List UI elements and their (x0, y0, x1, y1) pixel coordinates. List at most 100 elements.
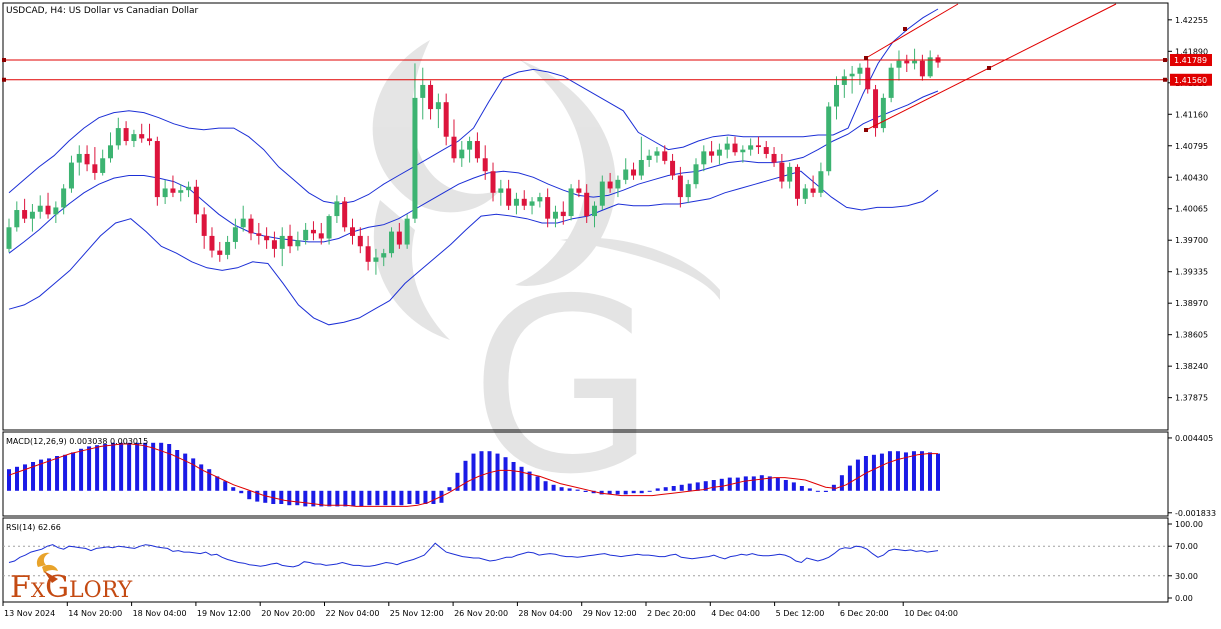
candle-bearish (677, 175, 683, 198)
candle-bearish (217, 250, 223, 255)
candle-bearish (139, 134, 145, 139)
price-tick-label: 1.38240 (1175, 362, 1208, 371)
macd-tick-label: -0.001833 (1175, 509, 1216, 518)
rsi-indicator: 100.00 70.00 30.00 0.00 (3, 520, 1203, 603)
macd-histogram-bar (431, 490, 436, 504)
rsi-tick-label: 30.00 (1175, 572, 1198, 581)
candle-bearish (428, 84, 434, 110)
price-tick-label: 1.41890 (1175, 47, 1208, 56)
macd-histogram-bar (7, 469, 11, 491)
candle-bearish (45, 205, 51, 215)
candle-bearish (865, 67, 871, 90)
macd-histogram-bar (351, 490, 356, 507)
candle-bearish (709, 151, 715, 156)
candle-bullish (61, 188, 67, 208)
candle-bullish (888, 67, 894, 98)
macd-histogram-bar (375, 490, 380, 506)
candle-bearish (755, 145, 761, 148)
candle-bullish (841, 76, 847, 85)
macd-histogram-bar (423, 490, 428, 504)
candle-bearish (201, 214, 207, 236)
candle-bearish (170, 188, 176, 193)
macd-histogram-bar (903, 452, 908, 491)
candle-bullish (615, 179, 621, 189)
macd-histogram-bar (519, 466, 524, 491)
macd-histogram-bar (791, 482, 796, 491)
macd-histogram-bar (135, 442, 140, 491)
time-tick-label: 19 Nov 12:00 (197, 609, 251, 618)
price-panel (2, 2, 1169, 431)
candle-bearish (560, 211, 566, 217)
candlesticks (6, 48, 941, 275)
candle-bullish (178, 190, 184, 193)
candle-bullish (623, 169, 629, 180)
candle-bullish (225, 241, 231, 255)
price-level-marker (2, 77, 6, 82)
candle-bearish (357, 235, 363, 247)
macd-histogram-bar (735, 477, 740, 491)
candle-bullish (232, 227, 238, 242)
fxglory-logo: FXGLORY (10, 552, 133, 605)
candle-bearish (506, 188, 512, 206)
candle-bearish (482, 158, 488, 172)
candle-bullish (303, 229, 309, 241)
candle-bearish (763, 147, 769, 154)
candle-bullish (326, 216, 332, 239)
macd-histogram-bar (575, 489, 580, 491)
candle-bullish (568, 188, 574, 217)
macd-histogram-bar (71, 452, 76, 491)
candle-bullish (381, 253, 387, 258)
macd-histogram-bar (23, 464, 28, 491)
macd-histogram-bar (551, 484, 556, 491)
candle-bullish (420, 84, 426, 98)
candle-bullish (654, 151, 660, 156)
macd-histogram-bar (879, 453, 884, 491)
macd-histogram-bar (527, 471, 532, 491)
trendline-anchor (987, 66, 991, 70)
macd-histogram-bar (55, 456, 60, 491)
time-tick-label: 20 Nov 20:00 (261, 609, 315, 618)
rsi-label: RSI(14) 62.66 (6, 523, 61, 532)
macd-histogram-bar (679, 484, 684, 491)
macd-histogram-bar (391, 490, 396, 506)
macd-histogram-bar (631, 490, 636, 494)
macd-histogram-bar (559, 487, 564, 491)
macd-histogram-bar (911, 451, 916, 491)
time-tick-label: 18 Nov 04:00 (133, 609, 187, 618)
bollinger-upper-line (8, 8, 939, 205)
macd-histogram-bar (31, 462, 36, 491)
macd-histogram-bar (487, 451, 492, 491)
candle-bullish (435, 102, 441, 110)
candle-bearish (771, 153, 777, 163)
macd-histogram-bar (79, 448, 84, 491)
price-tick-label: 1.39700 (1175, 236, 1208, 245)
candle-bearish (22, 210, 28, 219)
macd-histogram-bar (359, 490, 364, 507)
candle-bullish (404, 218, 410, 245)
macd-histogram-bar (159, 442, 164, 491)
macd-histogram-bar (151, 442, 156, 491)
candle-bullish (849, 73, 855, 77)
candle-bullish (513, 198, 519, 206)
macd-histogram-bar (127, 442, 132, 491)
rsi-tick-label: 70.00 (1175, 542, 1198, 551)
candle-bullish (552, 211, 558, 219)
candle-bearish (349, 227, 355, 236)
candle-bullish (818, 171, 824, 193)
candle-bearish (287, 235, 293, 247)
macd-tick-label: 0.004405 (1175, 434, 1213, 443)
price-lines: 1.41789 1.41560 (2, 54, 1212, 86)
macd-histogram-bar (303, 490, 308, 507)
chart-title: USDCAD, H4: US Dollar vs Canadian Dollar (6, 6, 199, 16)
candle-bearish (810, 188, 816, 193)
candle-bearish (521, 198, 527, 206)
macd-histogram-bar (815, 490, 820, 492)
candle-bullish (107, 145, 113, 159)
candle-bullish (68, 162, 74, 189)
macd-histogram-bar (887, 451, 892, 491)
macd-histogram-bar (95, 445, 100, 491)
macd-histogram-bar (599, 490, 604, 495)
macd-histogram-bar (167, 444, 172, 491)
macd-histogram-bar (855, 459, 860, 491)
candle-bullish (498, 188, 504, 193)
